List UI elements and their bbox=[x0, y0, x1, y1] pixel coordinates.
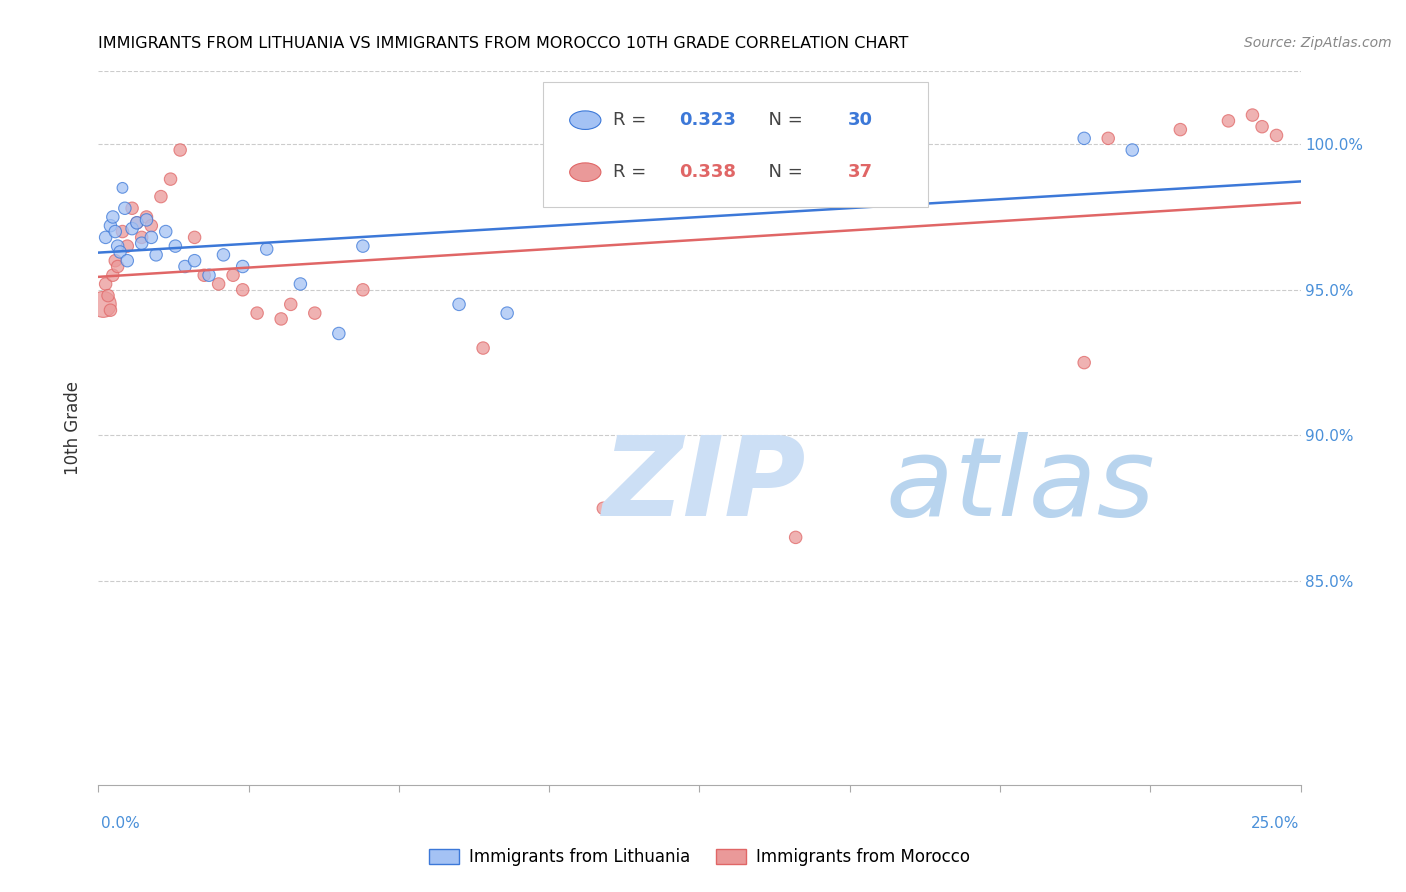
Point bbox=[183, 253, 205, 268]
Point bbox=[117, 253, 139, 268]
Point bbox=[1121, 143, 1143, 157]
Point bbox=[496, 306, 519, 320]
Point bbox=[125, 216, 148, 230]
Text: 0.338: 0.338 bbox=[679, 163, 737, 181]
Legend: Immigrants from Lithuania, Immigrants from Morocco: Immigrants from Lithuania, Immigrants fr… bbox=[423, 842, 976, 873]
Point bbox=[107, 260, 129, 274]
Point bbox=[222, 268, 245, 283]
Point bbox=[270, 312, 292, 326]
Text: R =: R = bbox=[613, 112, 652, 129]
Point bbox=[1073, 131, 1095, 145]
Point bbox=[212, 248, 235, 262]
Point bbox=[472, 341, 495, 355]
Point bbox=[1097, 131, 1119, 145]
Point bbox=[141, 230, 163, 244]
Point bbox=[304, 306, 326, 320]
Point bbox=[246, 306, 269, 320]
Point bbox=[232, 260, 254, 274]
Point bbox=[352, 283, 374, 297]
Point bbox=[280, 297, 302, 311]
Text: 0.0%: 0.0% bbox=[101, 816, 141, 831]
Text: 0.323: 0.323 bbox=[679, 112, 735, 129]
Text: R =: R = bbox=[613, 163, 652, 181]
Point bbox=[256, 242, 278, 256]
Point bbox=[117, 239, 139, 253]
Point bbox=[91, 297, 114, 311]
Point bbox=[107, 239, 129, 253]
Text: ZIP: ZIP bbox=[603, 432, 807, 539]
Point bbox=[121, 201, 143, 215]
Point bbox=[169, 143, 191, 157]
Point bbox=[193, 268, 215, 283]
Text: N =: N = bbox=[758, 112, 808, 129]
Point bbox=[131, 236, 153, 251]
Text: Source: ZipAtlas.com: Source: ZipAtlas.com bbox=[1244, 36, 1392, 50]
Point bbox=[1170, 122, 1192, 136]
Text: 25.0%: 25.0% bbox=[1251, 816, 1299, 831]
Point bbox=[101, 210, 124, 224]
Point bbox=[159, 172, 181, 186]
Point bbox=[97, 288, 120, 302]
Text: IMMIGRANTS FROM LITHUANIA VS IMMIGRANTS FROM MOROCCO 10TH GRADE CORRELATION CHAR: IMMIGRANTS FROM LITHUANIA VS IMMIGRANTS … bbox=[98, 36, 908, 51]
Point bbox=[198, 268, 221, 283]
Point bbox=[785, 530, 807, 544]
Point bbox=[94, 277, 117, 291]
Y-axis label: 10th Grade: 10th Grade bbox=[65, 381, 83, 475]
Point bbox=[125, 216, 148, 230]
Point bbox=[135, 213, 157, 227]
Point bbox=[149, 189, 172, 203]
Point bbox=[104, 253, 127, 268]
Point bbox=[174, 260, 197, 274]
Point bbox=[145, 248, 167, 262]
Text: N =: N = bbox=[758, 163, 808, 181]
Point bbox=[1218, 114, 1240, 128]
Point bbox=[131, 230, 153, 244]
Point bbox=[165, 239, 187, 253]
Point bbox=[447, 297, 470, 311]
Point bbox=[208, 277, 231, 291]
Point bbox=[100, 219, 122, 233]
Point bbox=[155, 225, 177, 239]
Point bbox=[114, 201, 136, 215]
Point bbox=[111, 181, 134, 195]
Circle shape bbox=[569, 111, 600, 129]
Text: atlas: atlas bbox=[603, 432, 1154, 539]
Point bbox=[94, 230, 117, 244]
Point bbox=[101, 268, 124, 283]
Text: 37: 37 bbox=[848, 163, 872, 181]
FancyBboxPatch shape bbox=[543, 82, 928, 207]
Point bbox=[1251, 120, 1274, 134]
Point bbox=[141, 219, 163, 233]
Point bbox=[1241, 108, 1264, 122]
Point bbox=[111, 225, 134, 239]
Point bbox=[135, 210, 157, 224]
Point bbox=[108, 244, 131, 259]
Text: 30: 30 bbox=[848, 112, 872, 129]
Point bbox=[1265, 128, 1288, 143]
Point bbox=[183, 230, 205, 244]
Point bbox=[104, 225, 127, 239]
Point bbox=[100, 303, 122, 318]
Point bbox=[290, 277, 312, 291]
Point bbox=[232, 283, 254, 297]
Point bbox=[592, 501, 614, 516]
Point bbox=[1073, 356, 1095, 370]
Point bbox=[352, 239, 374, 253]
Circle shape bbox=[569, 163, 600, 181]
Point bbox=[328, 326, 350, 341]
Point bbox=[121, 221, 143, 235]
